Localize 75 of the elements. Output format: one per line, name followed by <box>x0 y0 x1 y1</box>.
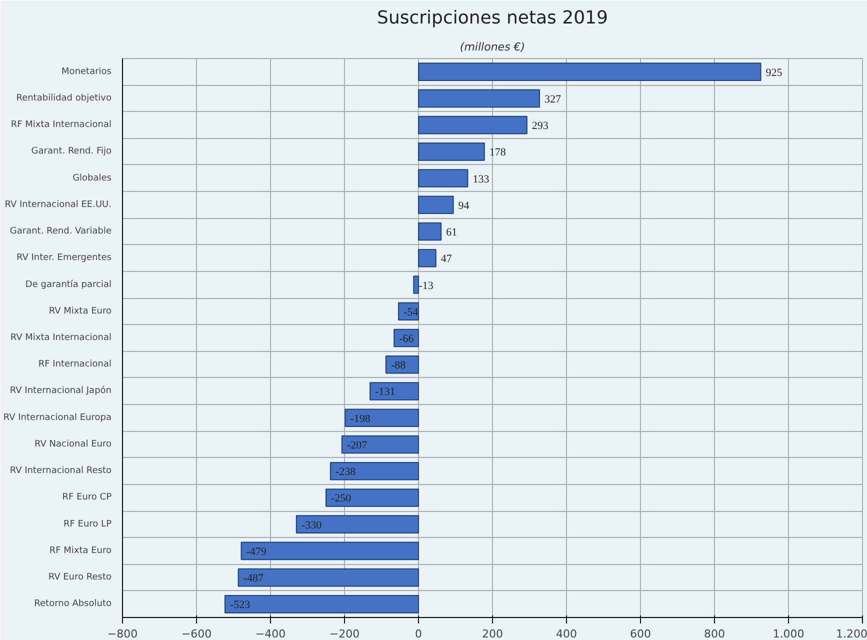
y-tick-label: Retorno Absoluto <box>34 599 112 610</box>
y-tick-label: RV Nacional Euro <box>34 439 112 450</box>
data-label: -207 <box>346 439 368 452</box>
x-tick-label: 400 <box>556 628 577 640</box>
bar <box>240 542 419 560</box>
x-tick-label: −600 <box>181 628 212 640</box>
data-label: -66 <box>399 333 414 345</box>
x-tick-label: 800 <box>704 628 725 640</box>
data-label: 94 <box>458 200 470 212</box>
bar <box>341 435 419 454</box>
bar <box>330 462 419 480</box>
data-label: -131 <box>375 386 396 398</box>
y-tick-label: RV Euro Resto <box>48 572 112 583</box>
bar <box>296 515 419 534</box>
y-tick-label: RF Mixta Euro <box>49 546 112 556</box>
data-label: 178 <box>489 146 506 159</box>
chart-title: Suscripciones netas 2019 <box>377 8 608 28</box>
x-tick-label: 1.000 <box>772 628 804 640</box>
y-tick-label: RF Euro CP <box>62 492 112 503</box>
y-tick-label: RV Inter. Emergentes <box>16 253 112 264</box>
bar <box>418 89 540 108</box>
data-label: -54 <box>404 306 419 318</box>
y-tick-label: RV Internacional Japón <box>10 385 112 396</box>
data-label: 925 <box>766 66 783 79</box>
bar <box>413 276 419 294</box>
chart-subtitle: (millones €) <box>460 40 526 54</box>
y-tick-label: Globales <box>72 173 112 184</box>
data-label: 327 <box>544 93 562 106</box>
bar <box>238 568 419 587</box>
data-label: -479 <box>246 546 267 558</box>
bar <box>418 142 485 161</box>
y-tick-label: RV Internacional EE.UU. <box>4 200 112 210</box>
y-tick-label: RV Internacional Resto <box>10 466 112 476</box>
data-label: -13 <box>418 280 434 292</box>
y-tick-label: Garant. Rend. Variable <box>10 226 112 237</box>
bar <box>344 408 419 428</box>
bar <box>385 355 419 374</box>
x-tick-label: 200 <box>482 628 503 640</box>
bar <box>418 222 442 241</box>
bar <box>370 382 419 400</box>
data-label: -238 <box>335 466 356 478</box>
bar <box>224 595 419 614</box>
y-tick-label: RV Mixta Euro <box>48 306 112 316</box>
x-tick-label: −200 <box>329 628 360 640</box>
x-tick-label: 1.200 <box>836 628 867 640</box>
data-label: -487 <box>243 572 264 585</box>
data-label: 133 <box>472 173 490 186</box>
y-tick-label: RV Internacional Europa <box>3 412 112 423</box>
data-label: 47 <box>440 253 452 266</box>
bar <box>326 488 419 507</box>
data-label: -330 <box>301 519 322 532</box>
x-tick-label: −400 <box>255 628 286 640</box>
x-tick-label: 600 <box>630 628 651 640</box>
bar <box>418 169 468 188</box>
bar <box>398 302 419 321</box>
data-label: -88 <box>390 360 406 372</box>
bar <box>418 62 762 81</box>
y-tick-label: RF Internacional <box>38 360 112 370</box>
data-label: -198 <box>350 412 371 425</box>
bar <box>418 116 528 134</box>
y-tick-label: Monetarios <box>62 66 112 77</box>
data-label: 293 <box>532 120 549 132</box>
y-tick-label: RF Euro LP <box>64 519 112 530</box>
y-tick-label: RV Mixta Internacional <box>10 333 112 343</box>
x-tick-label: −800 <box>107 628 138 640</box>
x-tick-label: 0 <box>415 628 422 640</box>
y-tick-label: De garantía parcial <box>25 278 112 290</box>
data-label: -250 <box>331 492 352 505</box>
y-tick-label: Garant. Rend. Fijo <box>31 146 112 157</box>
data-label: -523 <box>230 599 251 612</box>
bar <box>418 248 436 268</box>
bar <box>418 196 454 214</box>
data-label: 61 <box>446 226 458 239</box>
y-tick-label: Rentabilidad objetivo <box>16 93 112 104</box>
y-tick-label: RF Mixta Internacional <box>10 120 112 130</box>
